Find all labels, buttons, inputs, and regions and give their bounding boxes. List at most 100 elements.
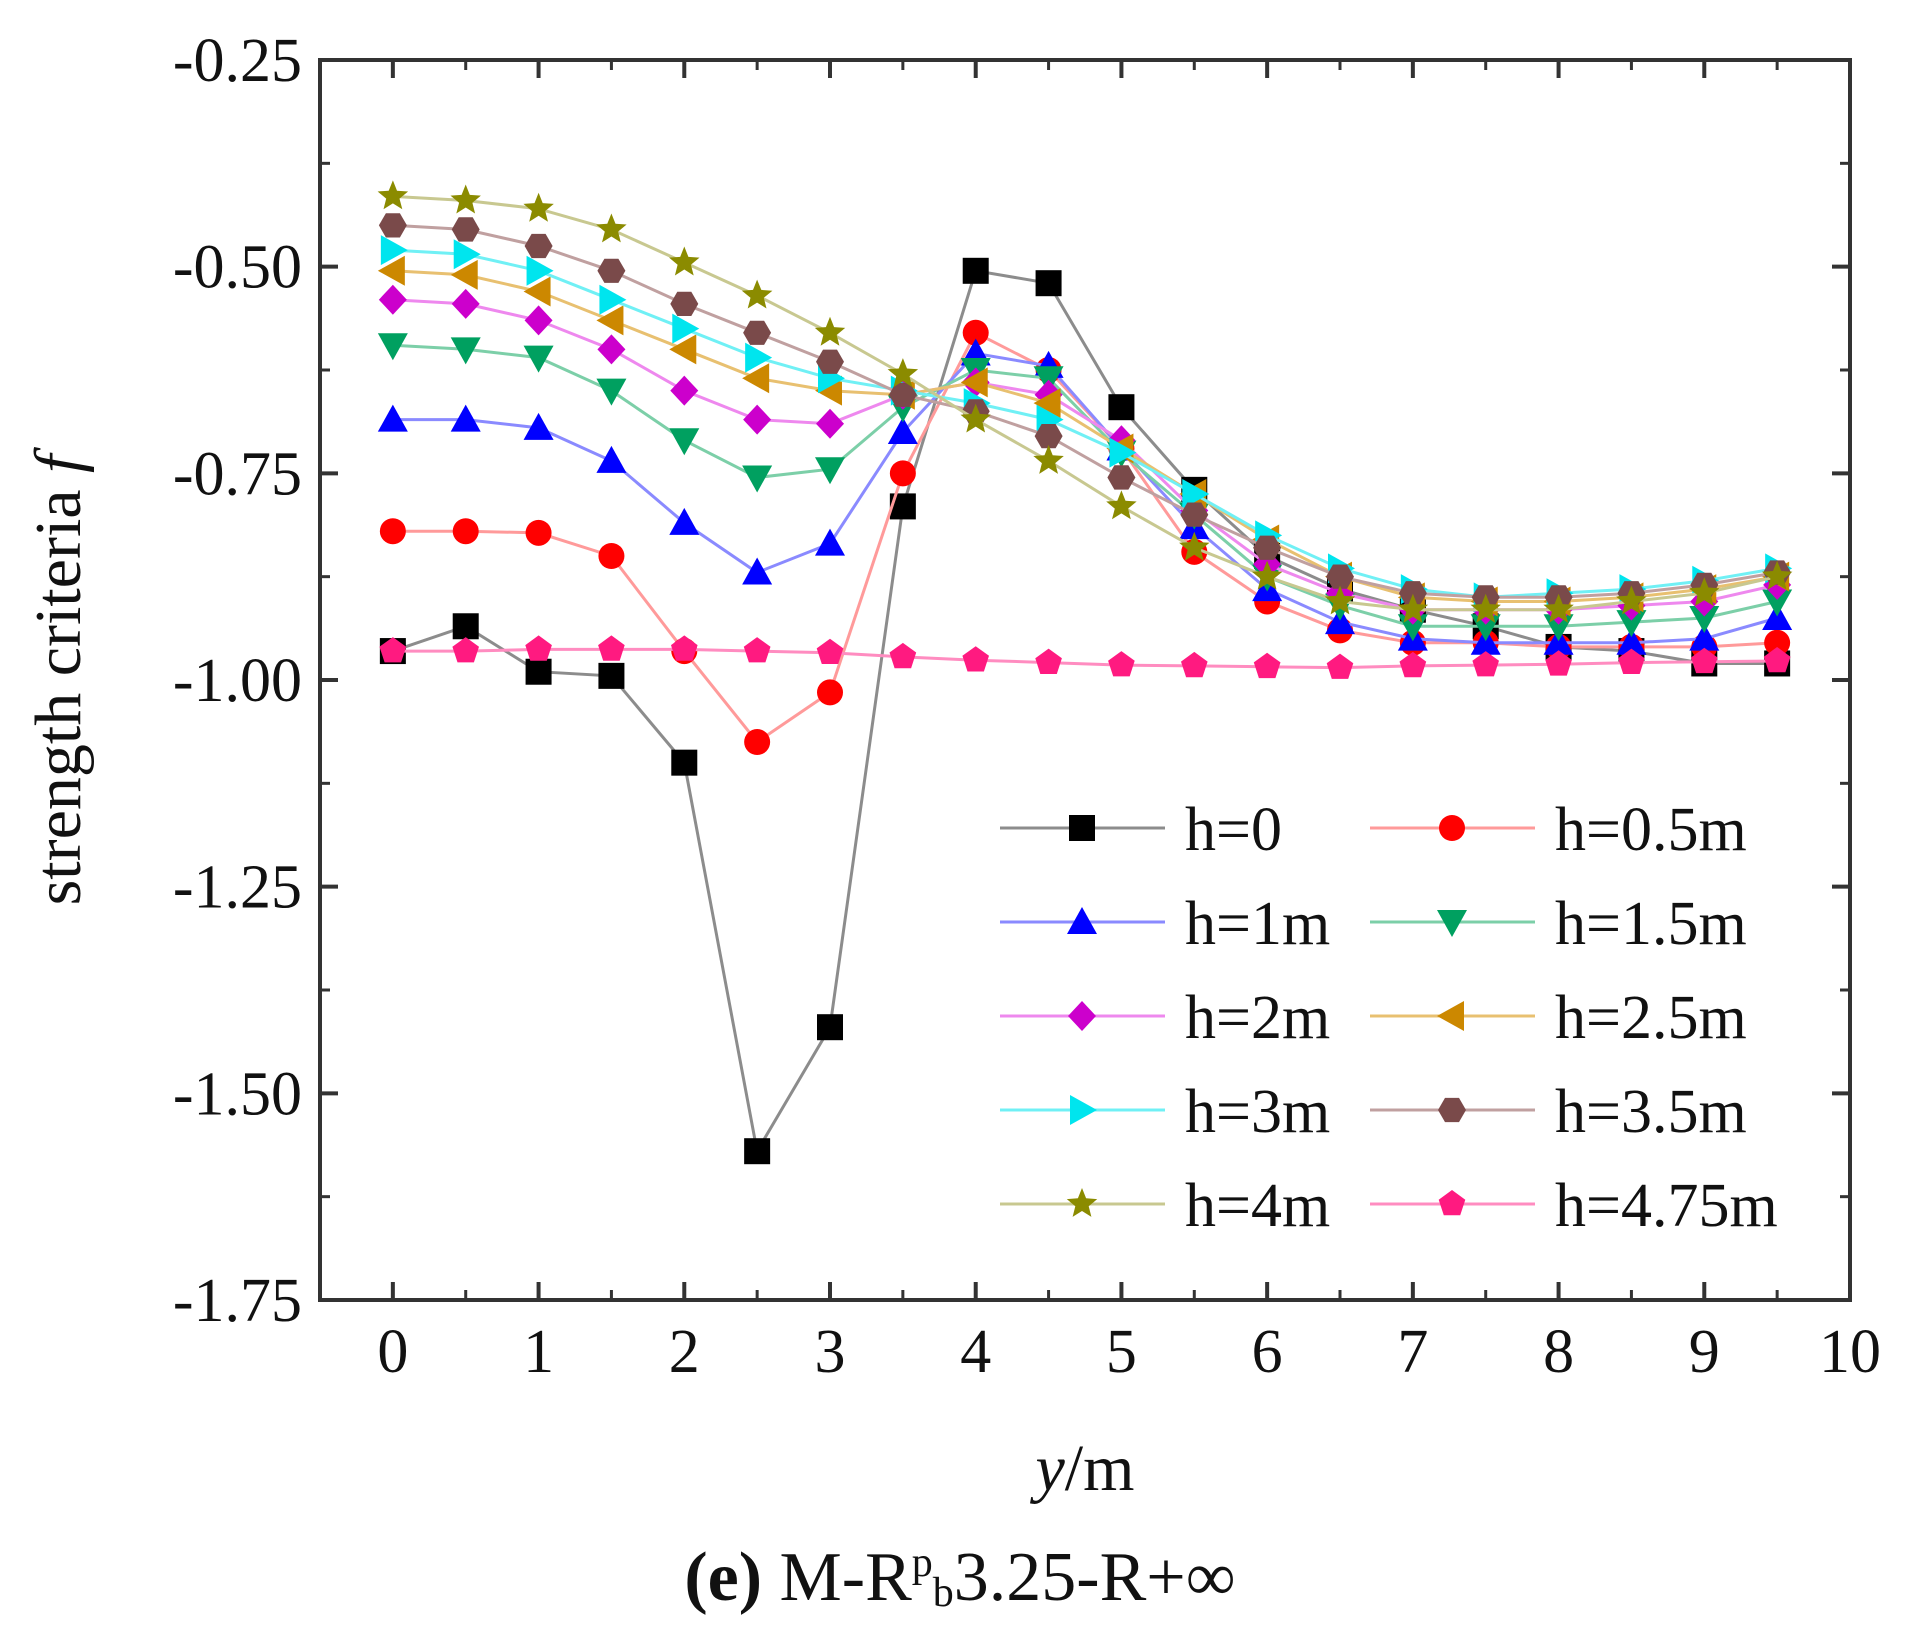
series-h=4.75m xyxy=(379,635,1791,679)
legend-item: h=4.75m xyxy=(1370,1172,1778,1240)
y-tick-label: -0.75 xyxy=(173,440,302,508)
data-point xyxy=(523,345,554,373)
data-point xyxy=(670,291,699,316)
data-point xyxy=(1472,651,1499,677)
data-point xyxy=(1180,502,1209,527)
data-point xyxy=(889,642,917,669)
legend-item: h=1m xyxy=(1000,890,1330,958)
data-point xyxy=(671,749,698,776)
data-point xyxy=(670,375,699,406)
data-point xyxy=(741,279,773,309)
data-point xyxy=(1108,651,1135,677)
data-point xyxy=(451,217,480,242)
data-point xyxy=(596,445,627,473)
caption-label: (e) xyxy=(684,1539,762,1616)
legend-label: h=0 xyxy=(1185,796,1282,864)
data-point xyxy=(377,255,405,286)
y-tick-label: -1.75 xyxy=(173,1267,302,1335)
data-point xyxy=(597,334,626,365)
legend-marker xyxy=(1067,907,1097,934)
x-tick-label: 0 xyxy=(377,1318,408,1386)
x-tick-label: 7 xyxy=(1397,1318,1428,1386)
data-point xyxy=(669,334,697,365)
data-point xyxy=(453,239,481,270)
data-point xyxy=(743,320,772,345)
data-point xyxy=(598,662,625,689)
y-tick-label: -1.50 xyxy=(173,1060,302,1128)
legend-item: h=4m xyxy=(1000,1172,1330,1240)
data-point xyxy=(1035,648,1062,674)
data-point xyxy=(380,235,408,266)
data-point xyxy=(452,518,479,545)
series-line xyxy=(392,647,1778,670)
data-point xyxy=(1689,623,1720,651)
legend-item: h=1.5m xyxy=(1370,890,1747,958)
data-point xyxy=(1324,585,1356,615)
legend-marker xyxy=(1438,1190,1466,1216)
legend-item: h=3m xyxy=(1000,1078,1330,1146)
legend-item: h=2.5m xyxy=(1370,984,1747,1052)
data-point xyxy=(1470,627,1501,655)
y-axis-title-text: strength criteria xyxy=(22,489,95,905)
series-line xyxy=(392,343,1778,628)
series-layer xyxy=(377,180,1793,1165)
data-point xyxy=(1182,479,1210,509)
data-point xyxy=(962,646,989,672)
data-point xyxy=(450,259,478,290)
data-point xyxy=(743,637,771,663)
x-tick-label: 10 xyxy=(1819,1318,1881,1386)
data-point xyxy=(377,404,408,432)
y-tick-label: -0.50 xyxy=(173,234,302,302)
data-point xyxy=(744,1138,771,1165)
legend-item: h=0 xyxy=(1000,796,1282,864)
data-point xyxy=(962,319,989,346)
legend-marker xyxy=(1438,1097,1466,1123)
data-point xyxy=(1616,627,1647,655)
y-tick-label: -0.25 xyxy=(173,27,302,95)
caption-sub: b xyxy=(933,1570,954,1616)
x-tick-label: 2 xyxy=(669,1318,700,1386)
data-point xyxy=(887,358,919,388)
legend-label: h=4.75m xyxy=(1555,1172,1778,1240)
data-point xyxy=(1033,366,1064,394)
caption-prefix: M-R xyxy=(780,1539,913,1616)
caption-suffix: 3.25-R+∞ xyxy=(954,1539,1236,1616)
data-point xyxy=(744,729,771,755)
data-point xyxy=(960,367,988,398)
data-point xyxy=(1107,465,1136,490)
legend: h=0 h=0.5m h=1m h=1.5m h=2m h=2.5m h=3m h=3.5m h… xyxy=(1000,796,1778,1240)
data-point xyxy=(1689,606,1720,633)
series-line xyxy=(392,248,1778,599)
data-point xyxy=(379,637,407,663)
plot-frame xyxy=(318,58,1852,1302)
data-point xyxy=(1398,581,1427,606)
data-point xyxy=(1179,531,1210,561)
data-point xyxy=(671,635,698,661)
data-point xyxy=(817,679,843,706)
legend-label: h=4m xyxy=(1185,1172,1330,1240)
legend-marker xyxy=(1437,910,1467,937)
legend-label: h=0.5m xyxy=(1555,796,1747,864)
data-point xyxy=(1764,629,1791,656)
data-point xyxy=(742,363,770,394)
data-point xyxy=(523,276,551,307)
data-point xyxy=(450,337,481,365)
data-point xyxy=(1689,577,1720,607)
data-point xyxy=(525,519,552,546)
data-point xyxy=(742,465,773,493)
data-point xyxy=(379,518,406,545)
data-point xyxy=(1325,607,1355,635)
data-point xyxy=(1399,651,1427,678)
y-tick-label: -1.00 xyxy=(173,647,302,715)
data-point xyxy=(596,213,627,243)
data-point xyxy=(378,284,407,315)
data-point xyxy=(377,333,408,361)
data-point xyxy=(452,637,479,663)
data-point xyxy=(742,557,773,585)
data-point xyxy=(450,404,481,432)
data-point xyxy=(1253,535,1282,560)
data-point xyxy=(377,180,409,210)
data-point xyxy=(672,313,700,344)
data-point xyxy=(525,635,552,661)
data-point xyxy=(745,342,773,373)
